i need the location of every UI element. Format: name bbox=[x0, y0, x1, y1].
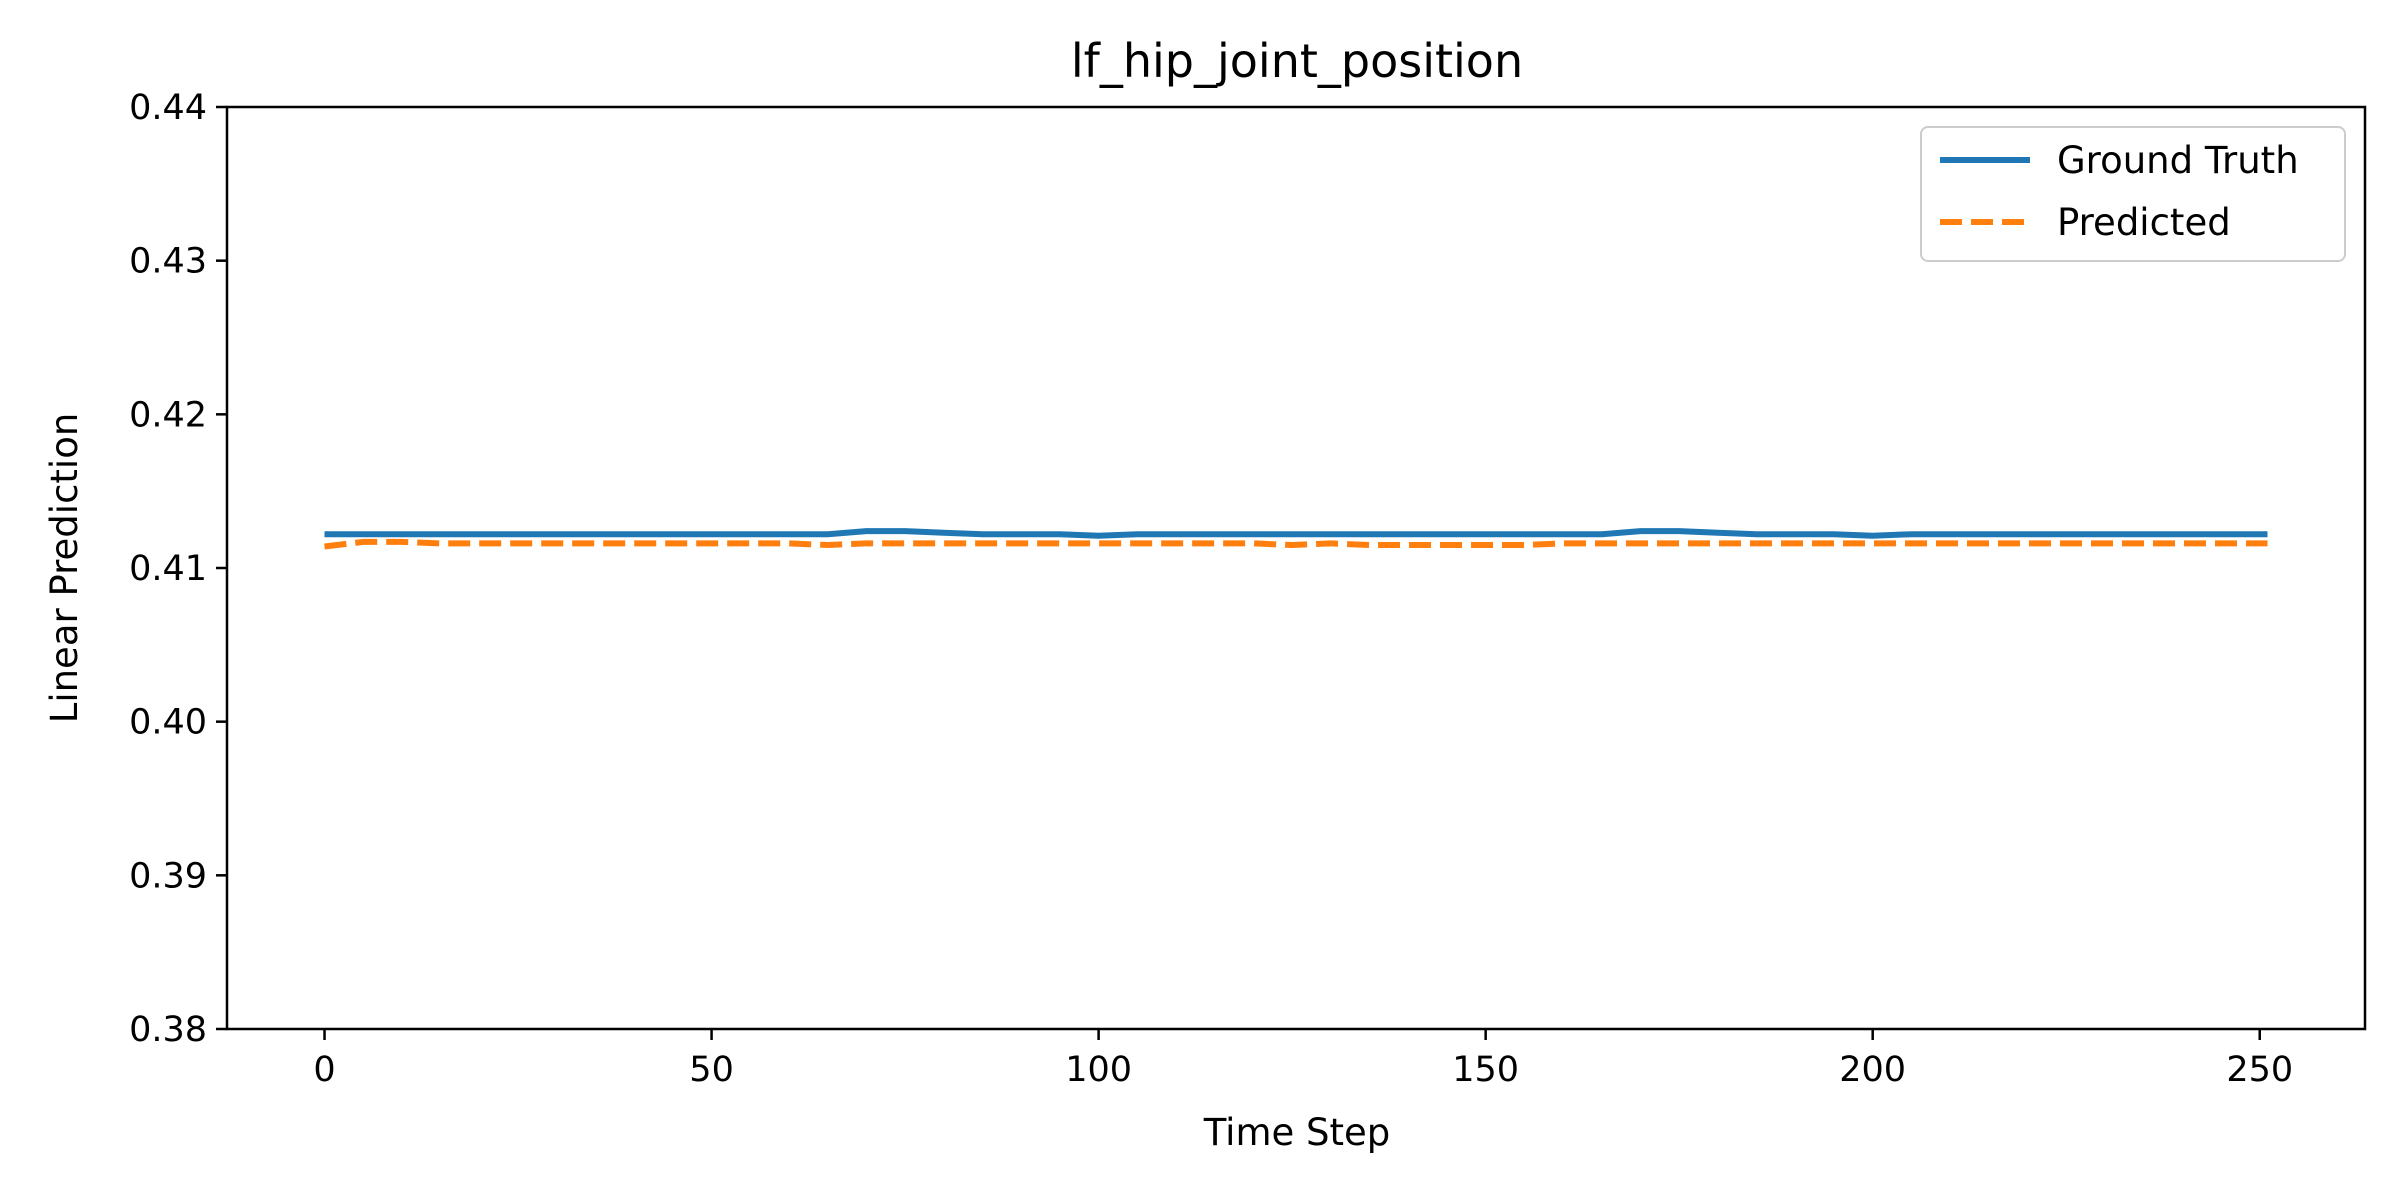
y-tick-label: 0.42 bbox=[129, 395, 207, 435]
y-tick-label: 0.38 bbox=[129, 1010, 207, 1050]
x-tick-label: 200 bbox=[1839, 1050, 1906, 1090]
y-axis: 0.38 0.39 0.40 0.41 0.42 0.43 0.44 bbox=[129, 88, 227, 1050]
y-tick-label: 0.40 bbox=[129, 703, 207, 743]
legend: Ground Truth Predicted bbox=[1920, 126, 2346, 262]
x-axis: 0 50 100 150 200 250 bbox=[313, 1029, 2293, 1090]
x-tick-label: 150 bbox=[1452, 1050, 1519, 1090]
legend-label-predicted: Predicted bbox=[2057, 201, 2231, 244]
x-tick-label: 50 bbox=[689, 1050, 734, 1090]
y-tick-label: 0.39 bbox=[129, 856, 207, 896]
x-tick-label: 100 bbox=[1065, 1050, 1132, 1090]
y-tick-label: 0.41 bbox=[129, 549, 207, 589]
legend-label-ground-truth: Ground Truth bbox=[2057, 139, 2299, 182]
x-tick-label: 0 bbox=[313, 1050, 335, 1090]
y-tick-label: 0.44 bbox=[129, 88, 207, 128]
chart-title: lf_hip_joint_position bbox=[1071, 34, 1523, 88]
x-axis-label: Time Step bbox=[1203, 1111, 1391, 1154]
y-axis-label: Linear Prediction bbox=[43, 413, 86, 724]
series-line-predicted bbox=[324, 538, 2268, 550]
y-tick-label: 0.43 bbox=[129, 242, 207, 282]
series-line-ground-truth bbox=[324, 528, 2268, 539]
x-tick-label: 250 bbox=[2226, 1050, 2293, 1090]
